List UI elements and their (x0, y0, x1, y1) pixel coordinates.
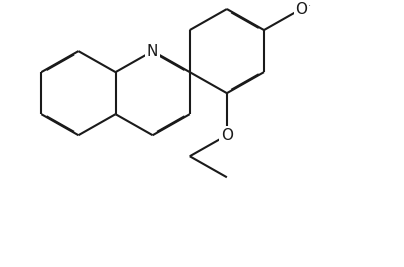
Text: O: O (221, 128, 233, 143)
Text: N: N (147, 44, 158, 58)
Text: O: O (295, 2, 307, 17)
